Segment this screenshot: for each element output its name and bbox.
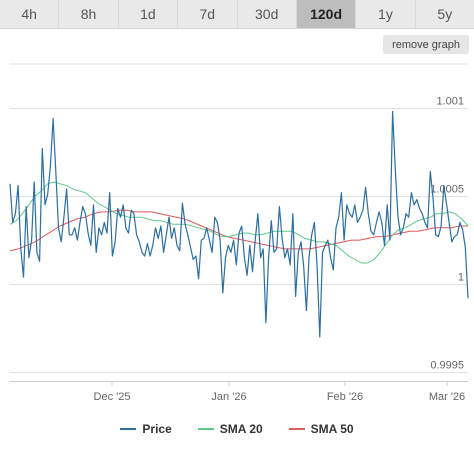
price-line	[9, 110, 469, 338]
price-chart: 0.9995 1 1.0005 1.001 Dec '25 Jan '26 Feb '26 M…	[9, 63, 469, 403]
tab-1y[interactable]: 1y	[356, 0, 416, 29]
tab-7d[interactable]: 7d	[178, 0, 238, 29]
y-tick-label: 1.001	[436, 96, 464, 108]
tab-120d[interactable]: 120d	[296, 0, 357, 29]
remove-graph-button[interactable]: remove graph	[383, 35, 469, 54]
x-tick-label: Jan '26	[211, 391, 246, 403]
legend-swatch-price	[120, 428, 137, 430]
legend-swatch-sma50	[288, 428, 305, 430]
x-tick-label: Feb '26	[327, 391, 363, 403]
legend-swatch-sma20	[197, 428, 214, 430]
x-tick-label: Dec '25	[94, 391, 131, 403]
chart-legend: Price SMA 20 SMA 50	[0, 420, 474, 438]
legend-label-sma50: SMA 50	[310, 422, 354, 436]
legend-item-sma50[interactable]: SMA 50	[288, 422, 354, 436]
y-tick-label: 1	[458, 272, 464, 284]
legend-label-sma20: SMA 20	[219, 422, 263, 436]
tab-4h[interactable]: 4h	[0, 0, 60, 29]
tab-1d[interactable]: 1d	[118, 0, 179, 29]
legend-label-price: Price	[142, 422, 172, 436]
tab-8h[interactable]: 8h	[59, 0, 119, 29]
y-tick-label: 1.0005	[430, 184, 464, 196]
timeframe-tabs: 4h 8h 1d 7d 30d 120d 1y 5y	[0, 0, 474, 29]
x-tick-label: Mar '26	[429, 391, 465, 403]
y-tick-label: 0.9995	[430, 360, 464, 372]
legend-item-price[interactable]: Price	[120, 422, 172, 436]
legend-item-sma20[interactable]: SMA 20	[197, 422, 263, 436]
tab-5y[interactable]: 5y	[415, 0, 474, 29]
tab-30d[interactable]: 30d	[237, 0, 297, 29]
